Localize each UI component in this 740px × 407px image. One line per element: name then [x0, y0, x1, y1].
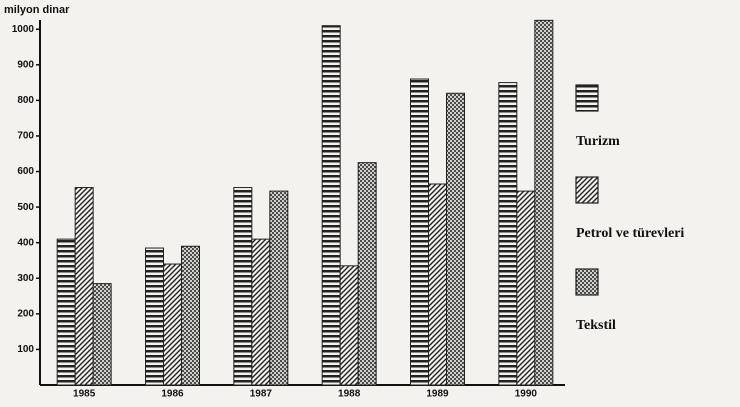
- x-tick-label: 1986: [161, 389, 184, 400]
- bar: [357, 162, 377, 386]
- bar: [145, 247, 164, 386]
- legend-label: Tekstil: [576, 318, 616, 333]
- bar: [251, 238, 271, 386]
- y-axis-label: milyon dinar: [4, 4, 70, 16]
- bar: [428, 183, 447, 386]
- legend-label: Turizm: [576, 134, 620, 149]
- y-tick-label: 800: [17, 95, 34, 106]
- bar: [534, 19, 554, 386]
- x-tick-label: 1990: [515, 389, 538, 400]
- bar: [233, 187, 253, 386]
- bar: [516, 190, 536, 386]
- x-tick-label: 1988: [338, 389, 361, 400]
- bar: [498, 82, 518, 386]
- legend-label: Petrol ve türevleri: [576, 226, 684, 241]
- bar: [74, 187, 94, 386]
- bar: [92, 283, 112, 386]
- bar: [163, 263, 182, 386]
- x-tick-label: 1987: [250, 389, 273, 400]
- y-tick-label: 600: [17, 166, 34, 177]
- y-tick-label: 1000: [12, 24, 35, 35]
- bar: [269, 190, 289, 386]
- y-tick-label: 900: [17, 59, 34, 70]
- y-tick-label: 400: [17, 237, 34, 248]
- legend-swatch: [575, 176, 599, 204]
- y-tick-label: 700: [17, 131, 34, 142]
- bar: [339, 265, 359, 386]
- y-tick-label: 500: [17, 202, 34, 213]
- legend-swatch: [575, 84, 599, 112]
- x-tick-label: 1989: [426, 389, 449, 400]
- bar: [410, 78, 429, 386]
- x-tick-label: 1985: [73, 389, 96, 400]
- y-tick-label: 200: [17, 308, 34, 319]
- bar: [56, 238, 76, 386]
- y-tick-label: 300: [17, 273, 34, 284]
- y-tick-label: 100: [17, 344, 34, 355]
- bar: [321, 25, 341, 386]
- bar: [181, 245, 200, 386]
- legend-swatch: [575, 268, 599, 296]
- bar: [446, 92, 465, 386]
